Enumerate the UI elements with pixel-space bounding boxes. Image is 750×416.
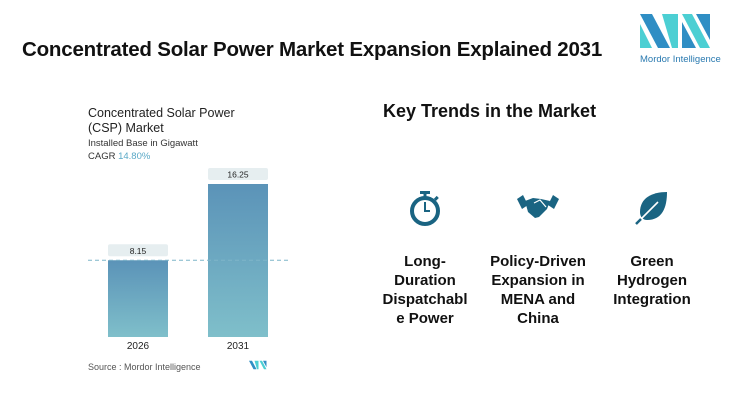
x-tick-label: 2026 xyxy=(127,341,150,352)
trend-label: Policy-Driven Expansion in MENA and China xyxy=(483,252,593,328)
cagr: CAGR 14.80% xyxy=(88,151,150,162)
trends-heading: Key Trends in the Market xyxy=(383,101,597,121)
data-label: 16.25 xyxy=(227,170,249,180)
trend-label-line: Hydrogen xyxy=(616,272,687,289)
trend-label: Long- Duration Dispatchabl e Power xyxy=(370,252,480,328)
logo-mark-icon xyxy=(640,14,710,48)
trend-label-line: Green xyxy=(630,253,674,270)
trend-label-line: Duration xyxy=(394,272,456,289)
page-title: Concentrated Solar Power Market Expansio… xyxy=(22,38,603,61)
trend-label-line: Dispatchabl xyxy=(382,291,468,308)
trend-label-line: Policy-Driven xyxy=(490,253,586,270)
mordor-logo: Mordor Intelligence xyxy=(640,14,721,65)
data-label: 8.15 xyxy=(130,246,147,256)
stopwatch-icon xyxy=(410,191,440,226)
trend-label-line: Expansion in xyxy=(491,272,585,289)
source-logo-icon xyxy=(249,360,267,370)
leaf-icon xyxy=(635,192,667,225)
trend-label-line: China xyxy=(517,310,559,327)
trend-label-line: e Power xyxy=(396,310,454,327)
trend-label-line: Long- xyxy=(404,253,446,270)
chart-title: Concentrated Solar Power (CSP) Market xyxy=(88,106,235,135)
trend-label-line: Integration xyxy=(613,291,691,308)
chart-source: Source : Mordor Intelligence xyxy=(88,362,201,372)
data-label-bg xyxy=(108,244,168,257)
chart-subtitle: Installed Base in Gigawatt xyxy=(88,138,198,149)
handshake-icon xyxy=(517,195,559,218)
bar-2026 xyxy=(108,260,168,337)
logo-text: Mordor Intelligence xyxy=(640,54,721,65)
trend-label: Green Hydrogen Integration xyxy=(597,252,707,309)
trend-policy-driven: Policy-Driven Expansion in MENA and China xyxy=(483,190,593,328)
trend-long-duration: Long- Duration Dispatchabl e Power xyxy=(370,190,480,328)
data-label-bg xyxy=(208,168,268,180)
cagr-value: 14.80% xyxy=(118,151,151,162)
trend-green-hydrogen: Green Hydrogen Integration xyxy=(597,190,707,309)
trend-label-line: MENA and xyxy=(500,291,576,308)
cagr-label: CAGR xyxy=(88,151,116,162)
x-tick-label: 2031 xyxy=(227,341,250,352)
